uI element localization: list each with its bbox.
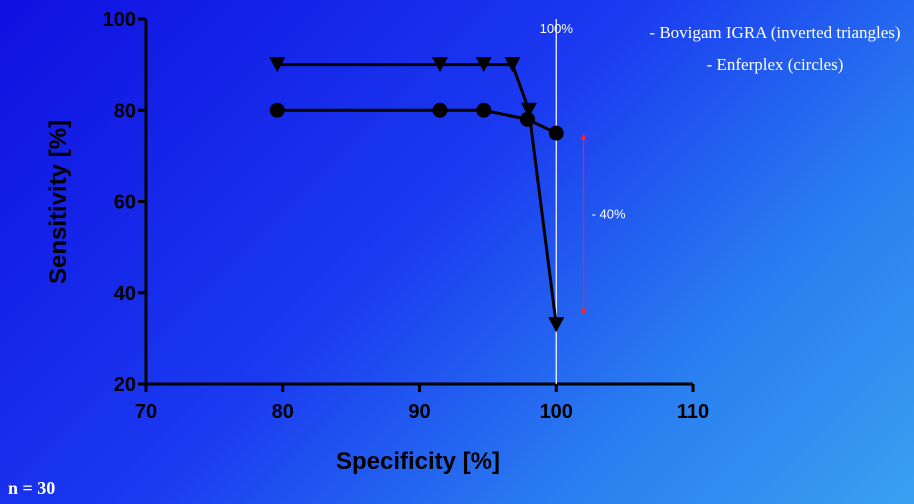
circle-marker [432, 102, 448, 118]
x-tick-label: 70 [135, 401, 157, 423]
drop-arrow-label: - 40% [592, 206, 626, 221]
y-tick-label: 20 [114, 374, 136, 396]
legend: - Bovigam IGRA (inverted triangles) - En… [640, 22, 910, 76]
y-tick-label: 60 [114, 192, 136, 214]
legend-item-bovigam: - Bovigam IGRA (inverted triangles) [649, 23, 901, 42]
triangle-marker [548, 317, 565, 333]
chart-annotations: 100% - 40% [540, 19, 626, 384]
series-line [277, 108, 557, 135]
drop-arrow-head-top [580, 133, 587, 141]
x-axis-title: Specificity [%] [336, 448, 500, 475]
triangle-marker [432, 57, 449, 73]
triangle-marker [269, 57, 286, 73]
chart-ticks: 70 80 90 100 110 20 40 60 80 100 [103, 9, 710, 423]
triangle-marker [475, 57, 492, 73]
drop-arrow-head-bottom [580, 308, 587, 316]
x-tick-label: 100 [540, 401, 573, 423]
legend-item-enferplex: - Enferplex (circles) [706, 55, 844, 74]
x-tick-label: 90 [408, 401, 430, 423]
circle-marker [476, 102, 492, 118]
chart-axes [144, 19, 693, 386]
chart-series [269, 57, 565, 333]
circle-marker [548, 125, 564, 141]
sample-size-note: n = 30 [8, 478, 56, 498]
y-tick-label: 100 [103, 9, 136, 31]
triangle-marker [504, 57, 521, 73]
y-tick-label: 80 [114, 100, 136, 122]
x-tick-label: 80 [272, 401, 294, 423]
y-axis-title: Sensitivity [%] [45, 120, 72, 284]
circle-marker [520, 111, 536, 127]
triangle-marker [520, 102, 537, 118]
series-line [277, 63, 558, 325]
circle-marker [269, 102, 285, 118]
reference-line-label: 100% [540, 21, 574, 36]
x-tick-label: 110 [677, 401, 709, 423]
y-tick-label: 40 [114, 283, 136, 305]
